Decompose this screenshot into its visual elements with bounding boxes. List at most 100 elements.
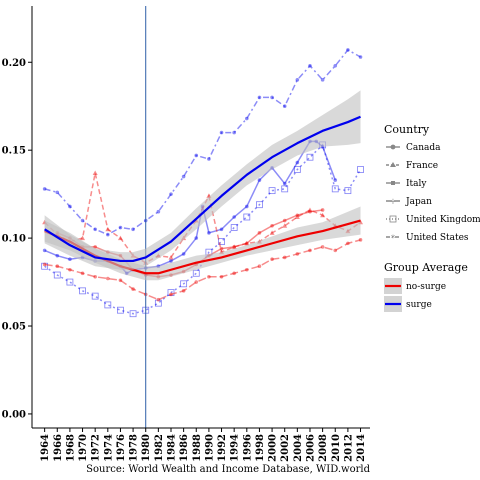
series-united-states <box>42 48 363 237</box>
plot-area <box>41 6 364 428</box>
x-tick-label: 1984 <box>166 434 177 462</box>
data-point <box>308 248 312 253</box>
data-point <box>358 55 363 59</box>
x-tick-label: 1992 <box>217 434 228 462</box>
x-tick-label: 1976 <box>116 434 127 462</box>
data-point <box>230 224 238 231</box>
x-tick-label: 1988 <box>192 434 203 462</box>
square-marker-icon <box>391 181 395 185</box>
x-tick-label: 1964 <box>40 434 51 462</box>
legend-label-united-states: United States <box>406 233 469 243</box>
data-point <box>219 246 224 251</box>
legend-entry-united-states[interactable]: * United States <box>386 233 469 243</box>
asterisk-marker-icon: * <box>391 234 395 243</box>
average-line-surge <box>44 115 361 263</box>
legend-entry-france[interactable]: France <box>386 161 438 171</box>
data-point <box>131 227 135 232</box>
data-point <box>218 238 225 246</box>
data-point <box>232 245 236 249</box>
data-point <box>117 235 123 241</box>
data-point <box>257 231 262 235</box>
data-point <box>245 204 249 209</box>
data-point <box>156 297 161 302</box>
x-tick-label: 1968 <box>65 434 76 462</box>
data-point <box>358 238 363 242</box>
data-point <box>118 278 123 283</box>
group-average-surge <box>44 90 361 270</box>
x-tick-label: 1994 <box>230 434 241 462</box>
data-point <box>168 254 174 260</box>
data-point <box>268 187 276 195</box>
data-point <box>53 271 61 279</box>
legend-entry-canada[interactable]: Canada <box>386 143 441 153</box>
data-point <box>269 230 275 235</box>
data-point <box>257 264 262 269</box>
legend-group-average: Group Average no-surge surge <box>384 261 468 312</box>
data-point <box>306 153 314 161</box>
data-point <box>308 63 312 68</box>
data-point <box>270 223 274 228</box>
data-point <box>68 204 72 209</box>
legend-entry-italy[interactable]: Italy <box>386 179 427 189</box>
legend-entry-no-surge[interactable]: no-surge <box>384 278 446 294</box>
legend-entry-japan[interactable]: + Japan <box>386 197 432 207</box>
data-point <box>219 130 224 135</box>
x-ticks: 1964 1966 1968 1970 1972 1974 1976 1978 1980 1982… <box>40 428 367 462</box>
data-point <box>169 259 173 263</box>
data-point <box>231 244 237 249</box>
data-point <box>295 252 300 256</box>
data-point <box>320 208 325 212</box>
data-point <box>320 78 325 82</box>
data-point <box>194 153 199 158</box>
data-point <box>320 245 325 249</box>
data-point <box>55 190 60 195</box>
data-point <box>320 212 326 218</box>
data-point <box>80 218 85 223</box>
data-point <box>281 185 289 193</box>
series-line-japan <box>44 239 361 301</box>
data-point <box>232 271 236 276</box>
data-point <box>282 181 287 186</box>
x-tick-label: 1996 <box>242 434 253 462</box>
data-point <box>42 248 47 253</box>
y-tick-label: 0.15 <box>2 146 26 157</box>
data-point <box>295 160 300 165</box>
x-tick-label: 2010 <box>331 434 342 462</box>
data-point <box>232 215 236 219</box>
data-point <box>93 274 97 279</box>
triangle-marker-icon <box>390 162 396 167</box>
legend-label-united-kingdom: United Kingdom <box>406 215 480 225</box>
data-point <box>104 301 112 309</box>
data-point <box>93 245 97 249</box>
axes <box>31 6 370 429</box>
x-tick-label: 1978 <box>129 434 140 462</box>
x-tick-label: 1972 <box>91 434 102 462</box>
y-tick-label: 0.00 <box>2 409 26 420</box>
data-point <box>117 306 124 314</box>
data-point <box>282 104 287 109</box>
legend-title-group-average: Group Average <box>384 261 468 274</box>
data-point <box>68 267 72 272</box>
data-point <box>180 280 188 288</box>
data-point <box>346 241 350 246</box>
data-point <box>66 278 74 286</box>
data-point <box>131 287 135 291</box>
legend-label-surge: surge <box>406 300 432 310</box>
data-point <box>357 166 364 173</box>
boxed-x-marker-icon <box>389 215 397 223</box>
confidence-band-surge <box>44 90 361 270</box>
data-point <box>282 255 287 260</box>
data-point <box>244 240 250 246</box>
legend-label-france: France <box>406 161 438 171</box>
data-point <box>245 241 249 246</box>
data-point <box>55 264 60 269</box>
data-point <box>294 214 300 219</box>
data-point <box>129 310 137 318</box>
legend-entry-united-kingdom[interactable]: United Kingdom <box>386 215 480 225</box>
x-tick-label: 2006 <box>305 434 316 462</box>
data-point <box>333 178 338 182</box>
legend-entry-surge[interactable]: surge <box>384 296 432 312</box>
x-tick-label: 1966 <box>53 434 64 462</box>
legend-country: Country Canada France Italy + Japan Unit… <box>384 123 480 243</box>
data-point <box>207 231 211 235</box>
